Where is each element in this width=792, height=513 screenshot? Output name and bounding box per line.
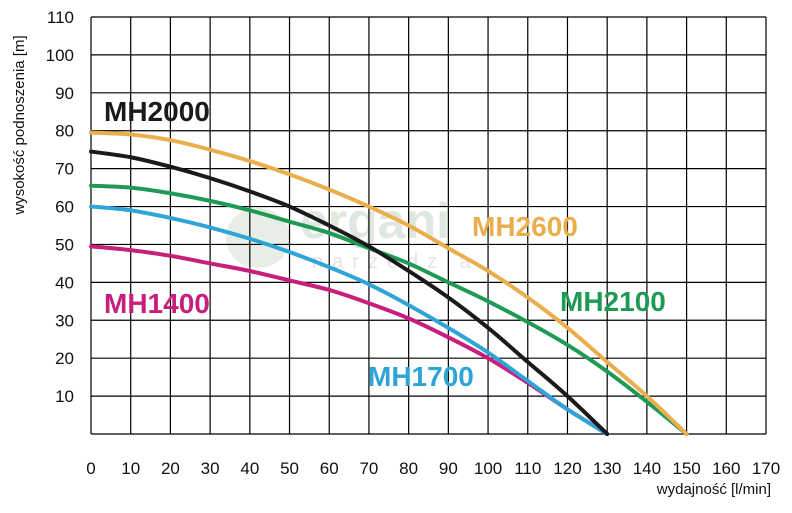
x-tick-label: 0 — [86, 459, 95, 478]
x-tick-label: 160 — [712, 459, 740, 478]
series-label-mh2000: MH2000 — [104, 96, 210, 127]
x-tick-label: 120 — [553, 459, 581, 478]
x-tick-label: 170 — [752, 459, 780, 478]
y-tick-label: 110 — [47, 8, 74, 27]
x-tick-label: 130 — [593, 459, 621, 478]
x-tick-label: 40 — [240, 459, 259, 478]
y-axis-title: wysokość podnoszenia [m] — [11, 35, 28, 215]
series-line-mh2100 — [89, 183, 689, 436]
y-tick-label: 50 — [55, 235, 74, 254]
watermark-main: ergani — [300, 193, 450, 249]
y-tick-labels: 10 20 30 40 50 60 70 80 90 100 110 — [46, 8, 74, 406]
series-label-mh2100: MH2100 — [560, 286, 666, 317]
series-line-mh1700 — [89, 204, 610, 436]
x-tick-label: 100 — [474, 459, 502, 478]
x-tick-label: 140 — [633, 459, 661, 478]
curves — [89, 130, 689, 436]
x-tick-label: 90 — [439, 459, 458, 478]
y-tick-label: 30 — [55, 311, 74, 330]
y-tick-label: 20 — [55, 349, 74, 368]
x-tick-label: 80 — [399, 459, 418, 478]
y-tick-label: 60 — [55, 198, 74, 217]
x-tick-label: 70 — [359, 459, 378, 478]
series-label-mh2600: MH2600 — [472, 211, 578, 242]
y-tick-label: 80 — [55, 122, 74, 141]
watermark: ergani narzedzia — [226, 193, 471, 273]
x-tick-labels: 0 10 20 30 40 50 60 70 80 90 100 110 120 130 140 150 160… — [86, 459, 780, 478]
x-tick-label: 150 — [672, 459, 700, 478]
y-tick-label: 100 — [46, 46, 74, 65]
y-tick-label: 70 — [55, 160, 74, 179]
series-label-mh1700: MH1700 — [368, 361, 474, 392]
y-tick-label: 90 — [55, 84, 74, 103]
y-tick-label: 40 — [55, 273, 74, 292]
x-tick-label: 50 — [280, 459, 299, 478]
x-tick-label: 110 — [514, 459, 541, 478]
x-tick-label: 20 — [161, 459, 180, 478]
y-tick-label: 10 — [55, 387, 74, 406]
x-axis-title: wydajność [l/min] — [656, 481, 771, 498]
series-labels: MH2000 MH2600 MH2100 MH1700 MH1400 — [104, 96, 666, 392]
series-label-mh1400: MH1400 — [104, 288, 210, 319]
series-line-mh2000 — [89, 149, 610, 436]
watermark-logo-icon — [226, 208, 290, 268]
x-tick-label: 60 — [320, 459, 339, 478]
series-line-mh2600 — [89, 130, 689, 436]
x-tick-label: 30 — [201, 459, 220, 478]
x-tick-label: 10 — [121, 459, 140, 478]
